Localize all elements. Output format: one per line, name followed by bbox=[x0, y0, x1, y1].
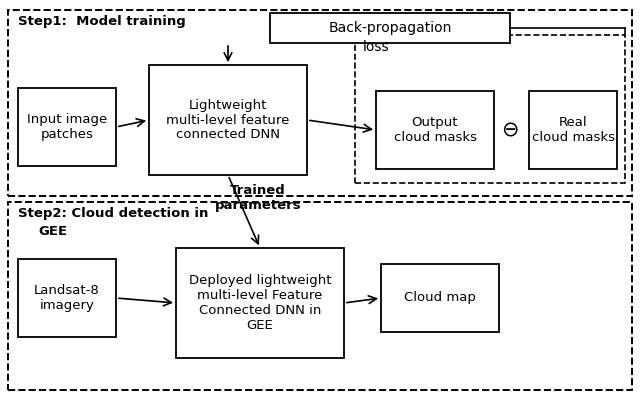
Text: Trained: Trained bbox=[230, 183, 286, 197]
Text: GEE: GEE bbox=[38, 225, 67, 238]
Text: Output
cloud masks: Output cloud masks bbox=[394, 116, 477, 144]
Text: Deployed lightweight
multi-level Feature
Connected DNN in
GEE: Deployed lightweight multi-level Feature… bbox=[189, 274, 332, 332]
Text: Cloud map: Cloud map bbox=[404, 291, 476, 304]
Text: parameters: parameters bbox=[214, 199, 301, 213]
Text: Real
cloud masks: Real cloud masks bbox=[531, 116, 614, 144]
Bar bbox=[8, 10, 632, 196]
Text: Landsat-8
imagery: Landsat-8 imagery bbox=[34, 284, 100, 312]
Bar bbox=[18, 259, 116, 337]
Bar bbox=[376, 91, 494, 169]
Text: Step1:  Model training: Step1: Model training bbox=[18, 15, 186, 28]
Bar bbox=[18, 88, 116, 166]
Text: loss: loss bbox=[363, 40, 390, 54]
Bar bbox=[270, 13, 510, 43]
Bar bbox=[529, 91, 617, 169]
Bar bbox=[8, 202, 632, 390]
Text: Back-propagation: Back-propagation bbox=[328, 21, 452, 35]
Bar bbox=[176, 248, 344, 358]
Bar bbox=[381, 264, 499, 332]
Bar bbox=[149, 65, 307, 175]
Text: Lightweight
multi-level feature
connected DNN: Lightweight multi-level feature connecte… bbox=[166, 98, 290, 142]
Text: ⊖: ⊖ bbox=[501, 120, 519, 140]
Bar bbox=[355, 35, 625, 183]
Text: Input image
patches: Input image patches bbox=[27, 113, 107, 141]
Text: Step2: Cloud detection in: Step2: Cloud detection in bbox=[18, 207, 209, 220]
